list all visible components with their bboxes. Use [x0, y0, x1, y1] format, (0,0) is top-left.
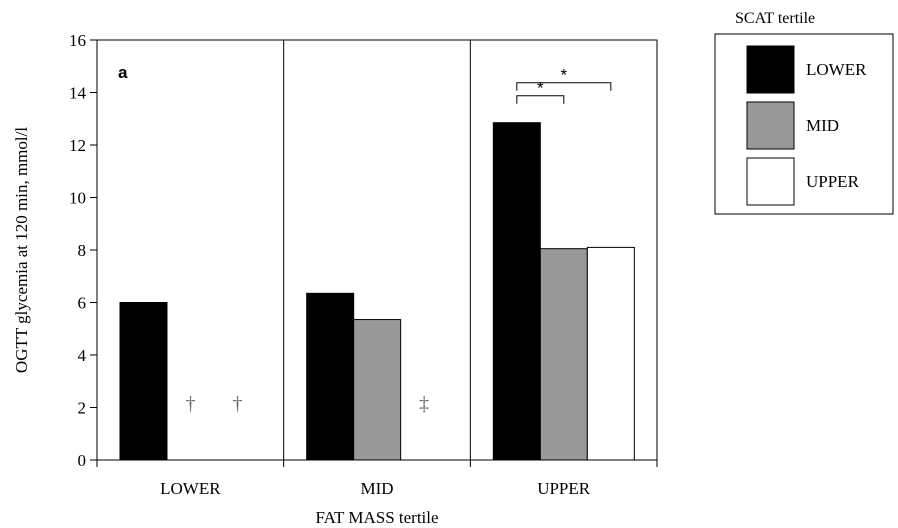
legend-label-mid: MID: [806, 116, 839, 135]
y-tick-label: 4: [78, 346, 87, 365]
bar-upper-upper: [586, 246, 635, 461]
legend-label-lower: LOWER: [806, 60, 867, 79]
legend-swatch-lower: [746, 45, 795, 94]
x-tick-label: LOWER: [160, 479, 221, 498]
significance-label: *: [537, 79, 544, 98]
significance-bracket: [516, 95, 565, 104]
missing-marker: †: [233, 393, 243, 415]
bar-upper-lower: [492, 122, 541, 461]
bar-mid-lower: [306, 292, 355, 461]
legend-title: SCAT tertile: [735, 10, 815, 27]
x-axis-title: FAT MASS tertile: [315, 508, 438, 527]
legend-swatch-mid: [746, 101, 795, 150]
y-tick-label: 0: [78, 451, 87, 470]
y-tick-label: 14: [69, 84, 87, 103]
bar-lower-lower: [119, 302, 168, 461]
panel-label: a: [118, 63, 128, 82]
bar-mid-mid: [353, 319, 402, 461]
x-tick-label: MID: [360, 479, 393, 498]
legend-swatch-upper: [746, 157, 795, 206]
y-tick-label: 16: [69, 31, 86, 50]
legend-box: [714, 33, 894, 215]
significance-label: *: [561, 66, 568, 85]
y-tick-label: 8: [78, 241, 87, 260]
y-tick-label: 10: [69, 189, 86, 208]
missing-marker: ‡: [419, 393, 429, 415]
y-tick-label: 2: [78, 399, 87, 418]
bar-upper-mid: [539, 248, 588, 461]
y-axis-title: OGTT glycemia at 120 min, mmol/l: [12, 127, 31, 373]
significance-bracket: [516, 82, 612, 91]
missing-marker: †: [186, 393, 196, 415]
y-tick-label: 12: [69, 136, 86, 155]
y-tick-label: 6: [78, 294, 87, 313]
x-tick-label: UPPER: [537, 479, 591, 498]
legend-label-upper: UPPER: [806, 172, 860, 191]
